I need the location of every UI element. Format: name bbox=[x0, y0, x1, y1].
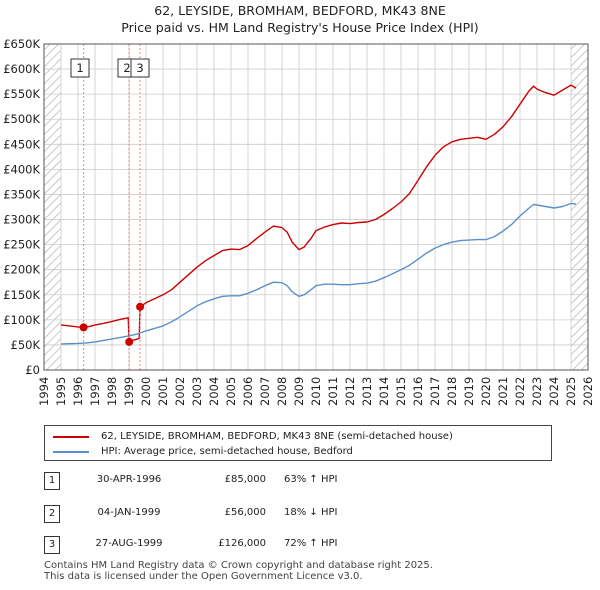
y-tick-label: £350K bbox=[3, 187, 40, 201]
x-tick-label: 2001 bbox=[156, 377, 170, 406]
hatch-region-right bbox=[571, 44, 588, 370]
table-row: 2 04-JAN-1999 £56,000 18% ↓ HPI bbox=[44, 505, 444, 523]
x-tick-label: 2011 bbox=[326, 377, 340, 406]
x-tick-label: 2004 bbox=[207, 377, 221, 406]
y-tick-label: £0 bbox=[25, 363, 40, 377]
x-tick-label: 2017 bbox=[428, 377, 442, 406]
x-tick-label: 2002 bbox=[173, 377, 187, 406]
y-tick-label: £100K bbox=[3, 313, 40, 327]
series-line-property bbox=[60, 84, 577, 343]
series-line-hpi bbox=[60, 202, 577, 345]
x-tick-label: 2013 bbox=[360, 377, 374, 406]
sale-date: 04-JAN-1999 bbox=[97, 507, 161, 518]
x-tick-label: 2005 bbox=[224, 377, 238, 406]
sale-label-box-3 bbox=[130, 58, 150, 78]
sale-point-1 bbox=[79, 323, 88, 332]
sale-label-3: 3 bbox=[136, 61, 143, 75]
x-tick-label: 2018 bbox=[445, 377, 459, 406]
y-tick-label: £300K bbox=[3, 213, 40, 227]
legend-swatch-property bbox=[53, 436, 89, 438]
sale-date: 30-APR-1996 bbox=[96, 474, 162, 485]
x-tick-label: 2026 bbox=[581, 377, 595, 406]
x-tick-label: 2003 bbox=[190, 377, 204, 406]
legend-label-property: 62, LEYSIDE, BROMHAM, BEDFORD, MK43 8NE … bbox=[101, 431, 453, 442]
sale-price: £56,000 bbox=[224, 507, 266, 518]
x-tick-label: 2022 bbox=[513, 377, 527, 406]
x-tick-label: 2023 bbox=[530, 377, 544, 406]
sale-point-2 bbox=[125, 337, 134, 346]
x-tick-label: 2019 bbox=[462, 377, 476, 406]
footer-copyright: Contains HM Land Registry data © Crown c… bbox=[44, 560, 433, 571]
x-tick-label: 1999 bbox=[122, 377, 136, 406]
y-tick-label: £200K bbox=[3, 263, 40, 277]
x-tick-label: 2009 bbox=[292, 377, 306, 406]
sale-label-2: 2 bbox=[123, 61, 130, 75]
y-tick-label: £550K bbox=[3, 87, 40, 101]
y-tick-label: £150K bbox=[3, 288, 40, 302]
y-tick-label: £450K bbox=[3, 137, 40, 151]
sale-price: £85,000 bbox=[224, 474, 266, 485]
plot-frame bbox=[43, 43, 589, 371]
table-row: 3 27-AUG-1999 £126,000 72% ↑ HPI bbox=[44, 536, 444, 554]
x-tick-label: 2021 bbox=[496, 377, 510, 406]
sale-label-1: 1 bbox=[76, 61, 83, 75]
x-tick-label: 2025 bbox=[564, 377, 578, 406]
sale-hpi-diff: 63% ↑ HPI bbox=[284, 474, 338, 485]
table-row: 1 30-APR-1996 £85,000 63% ↑ HPI bbox=[44, 472, 444, 490]
sale-hpi-diff: 72% ↑ HPI bbox=[284, 538, 338, 549]
sale-point-3 bbox=[136, 302, 145, 311]
y-tick-label: £600K bbox=[3, 62, 40, 76]
chart-title-block: 62, LEYSIDE, BROMHAM, BEDFORD, MK43 8NE … bbox=[0, 2, 600, 36]
sale-number: 1 bbox=[44, 472, 60, 490]
x-tick-label: 2015 bbox=[394, 377, 408, 406]
x-tick-label: 2008 bbox=[275, 377, 289, 406]
sale-label-box-1 bbox=[70, 58, 90, 78]
x-tick-label: 1998 bbox=[105, 377, 119, 406]
x-tick-label: 1995 bbox=[54, 377, 68, 406]
x-tick-label: 2000 bbox=[139, 377, 153, 406]
y-tick-label: £400K bbox=[3, 162, 40, 176]
y-tick-label: £650K bbox=[3, 37, 40, 51]
x-tick-label: 2020 bbox=[479, 377, 493, 406]
x-tick-label: 1994 bbox=[37, 377, 51, 406]
x-tick-label: 2007 bbox=[258, 377, 272, 406]
y-tick-label: £500K bbox=[3, 112, 40, 126]
x-tick-label: 2016 bbox=[411, 377, 425, 406]
sale-hpi-diff: 18% ↓ HPI bbox=[284, 507, 338, 518]
sale-date: 27-AUG-1999 bbox=[95, 538, 163, 549]
legend-label-hpi: HPI: Average price, semi-detached house,… bbox=[101, 446, 353, 457]
footer-licence: This data is licensed under the Open Gov… bbox=[44, 571, 363, 582]
hatch-region-left bbox=[44, 44, 61, 370]
x-tick-label: 1997 bbox=[88, 377, 102, 406]
x-tick-label: 2024 bbox=[547, 377, 561, 406]
x-tick-label: 1996 bbox=[71, 377, 85, 406]
x-tick-label: 2014 bbox=[377, 377, 391, 406]
legend-swatch-hpi bbox=[53, 451, 89, 453]
y-tick-label: £250K bbox=[3, 238, 40, 252]
sale-number: 3 bbox=[44, 536, 60, 554]
y-tick-label: £50K bbox=[11, 338, 41, 352]
sale-number: 2 bbox=[44, 505, 60, 523]
chart-title: 62, LEYSIDE, BROMHAM, BEDFORD, MK43 8NE bbox=[154, 3, 446, 18]
x-tick-label: 2006 bbox=[241, 377, 255, 406]
footer: Contains HM Land Registry data © Crown c… bbox=[44, 560, 433, 582]
chart-subtitle: Price paid vs. HM Land Registry's House … bbox=[121, 20, 479, 35]
sale-price: £126,000 bbox=[218, 538, 266, 549]
x-tick-label: 2012 bbox=[343, 377, 357, 406]
x-tick-label: 2010 bbox=[309, 377, 323, 406]
legend: 62, LEYSIDE, BROMHAM, BEDFORD, MK43 8NE … bbox=[44, 425, 552, 461]
